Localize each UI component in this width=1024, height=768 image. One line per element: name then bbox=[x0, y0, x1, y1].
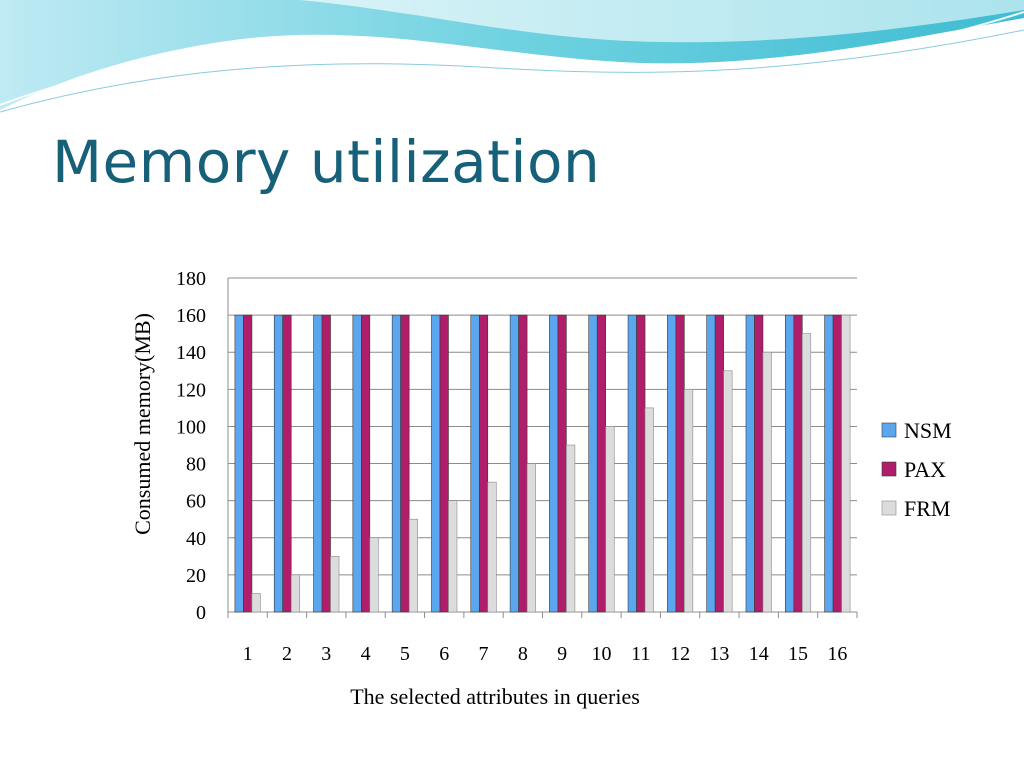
legend-label-nsm: NSM bbox=[904, 418, 952, 443]
x-tick-label: 4 bbox=[361, 643, 371, 665]
bar-nsm bbox=[588, 314, 598, 613]
bar-frm bbox=[487, 481, 497, 613]
bar-pax bbox=[243, 314, 253, 613]
bar-nsm bbox=[706, 314, 716, 613]
bar-nsm bbox=[549, 314, 559, 613]
y-tick-label: 140 bbox=[176, 342, 206, 364]
bar-frm bbox=[605, 426, 615, 613]
x-tick-label: 9 bbox=[557, 643, 567, 665]
bar-pax bbox=[439, 314, 449, 613]
x-tick-label: 7 bbox=[479, 643, 489, 665]
bar-nsm bbox=[667, 314, 677, 613]
bar-frm bbox=[684, 389, 694, 613]
y-tick-label: 20 bbox=[186, 565, 206, 587]
bar-nsm bbox=[431, 314, 441, 613]
x-axis-label: The selected attributes in queries bbox=[350, 684, 640, 709]
bar-frm bbox=[330, 556, 340, 613]
bar-pax bbox=[361, 314, 371, 613]
bar-nsm bbox=[352, 314, 362, 613]
y-tick-label: 40 bbox=[186, 528, 206, 550]
x-tick-label: 2 bbox=[282, 643, 292, 665]
bar-frm bbox=[526, 463, 536, 613]
y-tick-label: 0 bbox=[196, 602, 206, 624]
bar-nsm bbox=[391, 314, 401, 613]
x-tick-label: 11 bbox=[631, 643, 650, 665]
legend-swatch-frm bbox=[881, 500, 897, 516]
y-tick-label: 60 bbox=[186, 491, 206, 513]
bar-frm bbox=[841, 314, 851, 613]
bar-frm bbox=[369, 537, 379, 613]
bar-nsm bbox=[627, 314, 637, 613]
y-tick-label: 160 bbox=[176, 305, 206, 327]
bar-frm bbox=[251, 593, 261, 613]
x-tick-label: 8 bbox=[518, 643, 528, 665]
slide-title: Memory utilization bbox=[52, 128, 601, 196]
x-tick-label: 16 bbox=[827, 643, 847, 665]
y-tick-label: 120 bbox=[176, 379, 206, 401]
x-tick-label: 10 bbox=[591, 643, 611, 665]
bar-nsm bbox=[509, 314, 519, 613]
x-tick-label: 3 bbox=[321, 643, 331, 665]
bar-pax bbox=[793, 314, 803, 613]
bar-frm bbox=[762, 351, 772, 613]
bar-pax bbox=[596, 314, 607, 613]
x-tick-label: 14 bbox=[749, 643, 769, 665]
bar-frm bbox=[408, 518, 418, 613]
bar-nsm bbox=[470, 314, 480, 613]
bar-pax bbox=[478, 314, 489, 613]
bar-pax bbox=[282, 314, 292, 613]
bar-nsm bbox=[234, 314, 244, 613]
legend-label-pax: PAX bbox=[904, 457, 946, 482]
x-tick-label: 6 bbox=[439, 643, 449, 665]
bar-pax bbox=[754, 314, 764, 613]
x-tick-label: 5 bbox=[400, 643, 410, 665]
bar-pax bbox=[832, 314, 842, 613]
bar-pax bbox=[518, 314, 528, 613]
legend-swatch-nsm bbox=[881, 422, 897, 438]
x-tick-label: 13 bbox=[709, 643, 729, 665]
bar-nsm bbox=[313, 314, 323, 613]
y-axis-label: Consumed memory(MB) bbox=[130, 313, 155, 535]
x-tick-label: 15 bbox=[788, 643, 808, 665]
bar-nsm bbox=[824, 314, 834, 613]
bar-frm bbox=[801, 333, 812, 613]
bar-frm bbox=[290, 574, 301, 613]
legend-swatch-pax bbox=[881, 461, 897, 477]
legend-label-frm: FRM bbox=[904, 496, 950, 521]
y-tick-label: 80 bbox=[186, 454, 206, 476]
x-tick-label: 12 bbox=[670, 643, 690, 665]
bar-nsm bbox=[745, 314, 755, 613]
bar-pax bbox=[400, 314, 410, 613]
bar-pax bbox=[557, 314, 567, 613]
y-tick-label: 180 bbox=[176, 268, 206, 290]
bar-pax bbox=[675, 314, 685, 613]
y-tick-label: 100 bbox=[176, 416, 206, 438]
bar-frm bbox=[566, 444, 576, 613]
header-wave-decoration bbox=[0, 0, 1024, 113]
bar-nsm bbox=[784, 314, 795, 613]
bar-frm bbox=[448, 500, 458, 613]
bar-pax bbox=[321, 314, 331, 613]
bar-frm bbox=[723, 370, 733, 613]
bar-frm bbox=[644, 407, 654, 613]
bar-nsm bbox=[273, 314, 284, 613]
x-tick-label: 1 bbox=[243, 643, 253, 665]
bar-pax bbox=[636, 314, 646, 613]
bar-pax bbox=[714, 314, 724, 613]
